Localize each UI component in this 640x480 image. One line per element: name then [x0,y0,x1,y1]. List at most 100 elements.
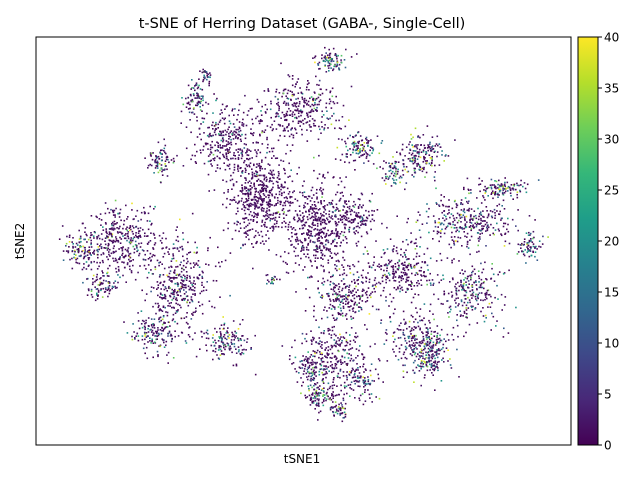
scatter-point [294,85,296,88]
scatter-point [117,232,119,234]
scatter-point [169,277,171,280]
scatter-point [324,177,326,179]
scatter-point [344,66,347,69]
scatter-point [513,183,516,186]
scatter-point [334,365,337,367]
scatter-point [266,226,268,228]
scatter-point [328,64,331,67]
scatter-point [191,299,193,302]
scatter-point [137,249,139,252]
scatter-point [367,272,369,274]
scatter-point [185,316,188,318]
scatter-point [233,169,236,171]
scatter-point [413,242,416,245]
scatter-point [343,206,346,208]
scatter-point [287,228,289,231]
scatter-point [157,161,159,164]
scatter-point [357,131,360,133]
scatter-point [288,75,291,78]
scatter-point [358,295,360,297]
scatter-point [323,128,325,131]
scatter-point [432,215,435,217]
scatter-point [270,102,272,105]
scatter-point [315,250,317,253]
scatter-point [300,241,302,243]
scatter-point [456,319,458,322]
scatter-point [538,245,540,248]
scatter-point [337,218,339,220]
scatter-point [464,235,466,238]
scatter-point [482,282,485,284]
scatter-point [276,197,279,199]
scatter-point [176,322,179,325]
scatter-point [275,212,277,215]
scatter-point [260,174,262,177]
scatter-point [227,189,229,191]
scatter-point [100,289,102,292]
scatter-point [231,134,234,136]
scatter-point [299,218,301,221]
scatter-point [292,227,295,229]
scatter-point [394,175,397,178]
scatter-point [329,365,332,367]
scatter-point [162,274,165,276]
scatter-point [180,110,183,113]
scatter-point [266,108,268,111]
scatter-point [245,164,248,166]
scatter-point [287,98,290,100]
scatter-point [301,96,303,99]
scatter-point [286,144,289,146]
scatter-point [198,95,201,98]
scatter-point [150,155,152,157]
scatter-point [318,326,320,329]
scatter-point [365,231,368,233]
scatter-point [356,53,358,55]
scatter-point [395,173,398,176]
scatter-point [470,227,473,230]
scatter-point [149,252,152,255]
scatter-point [353,211,356,213]
scatter-point [326,54,329,57]
scatter-point [224,149,227,151]
scatter-point [256,171,259,174]
scatter-point [341,191,343,194]
scatter-point [197,103,199,106]
scatter-point [478,215,480,218]
scatter-point [468,200,470,203]
scatter-point [316,349,319,352]
scatter-point [485,317,487,319]
scatter-point [403,165,405,168]
scatter-point [314,217,317,220]
scatter-point [96,278,99,281]
scatter-point [385,278,387,281]
scatter-point [332,176,334,179]
scatter-point [163,267,166,270]
scatter-point [115,267,117,270]
scatter-point [415,221,418,223]
scatter-point [507,217,509,220]
scatter-point [112,286,115,288]
scatter-point [214,127,217,130]
scatter-point [328,271,330,274]
scatter-point [398,284,401,287]
scatter-point [414,157,416,160]
scatter-point [144,212,146,214]
scatter-point [91,234,93,236]
scatter-point [260,110,262,112]
scatter-point [460,209,463,211]
scatter-point [324,205,326,207]
scatter-point [180,270,183,273]
scatter-point [312,224,315,226]
scatter-point [233,114,235,116]
scatter-point [325,365,327,367]
scatter-point [383,252,385,255]
scatter-point [449,222,451,225]
scatter-point [212,128,214,130]
scatter-point [328,295,330,297]
scatter-point [468,283,470,285]
scatter-point [444,155,447,157]
scatter-point [214,144,216,147]
scatter-point [114,287,117,289]
scatter-point [139,236,142,238]
scatter-point [279,125,281,127]
